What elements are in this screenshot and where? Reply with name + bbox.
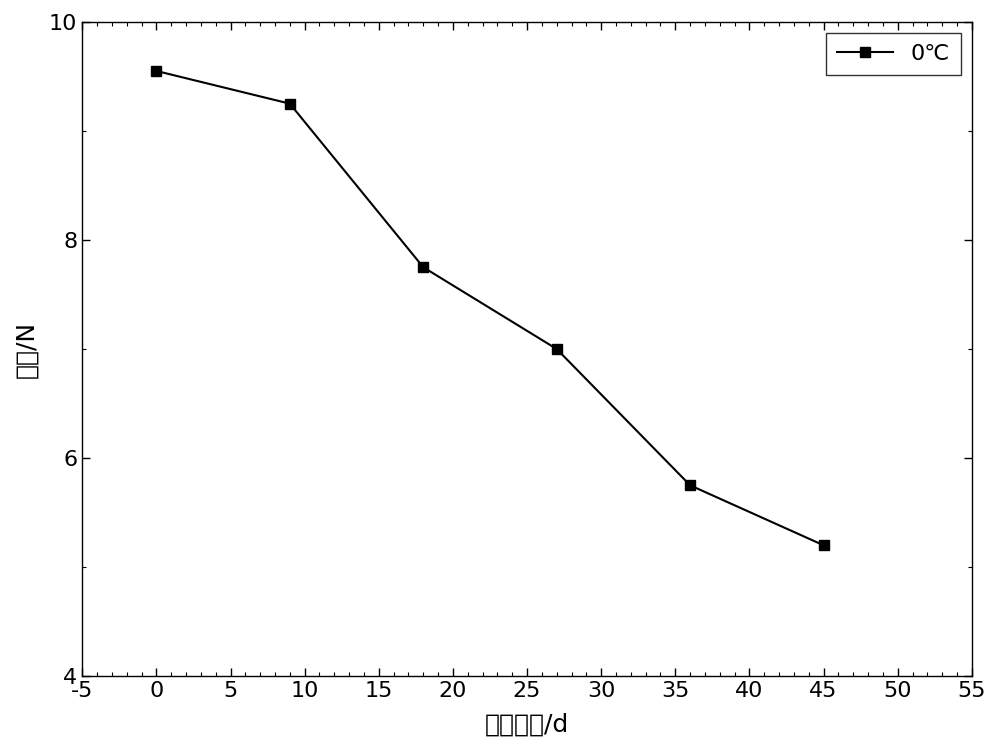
0℃ xyxy=(684,481,696,490)
0℃ xyxy=(284,99,296,108)
Y-axis label: 硬度/N: 硬度/N xyxy=(14,320,38,377)
Line: 0℃: 0℃ xyxy=(152,66,828,550)
Legend: 0℃: 0℃ xyxy=(826,33,961,75)
X-axis label: 储藏时间/d: 储藏时间/d xyxy=(485,712,569,736)
0℃ xyxy=(551,344,563,353)
0℃ xyxy=(417,262,429,272)
0℃ xyxy=(150,67,162,76)
0℃ xyxy=(818,541,830,550)
